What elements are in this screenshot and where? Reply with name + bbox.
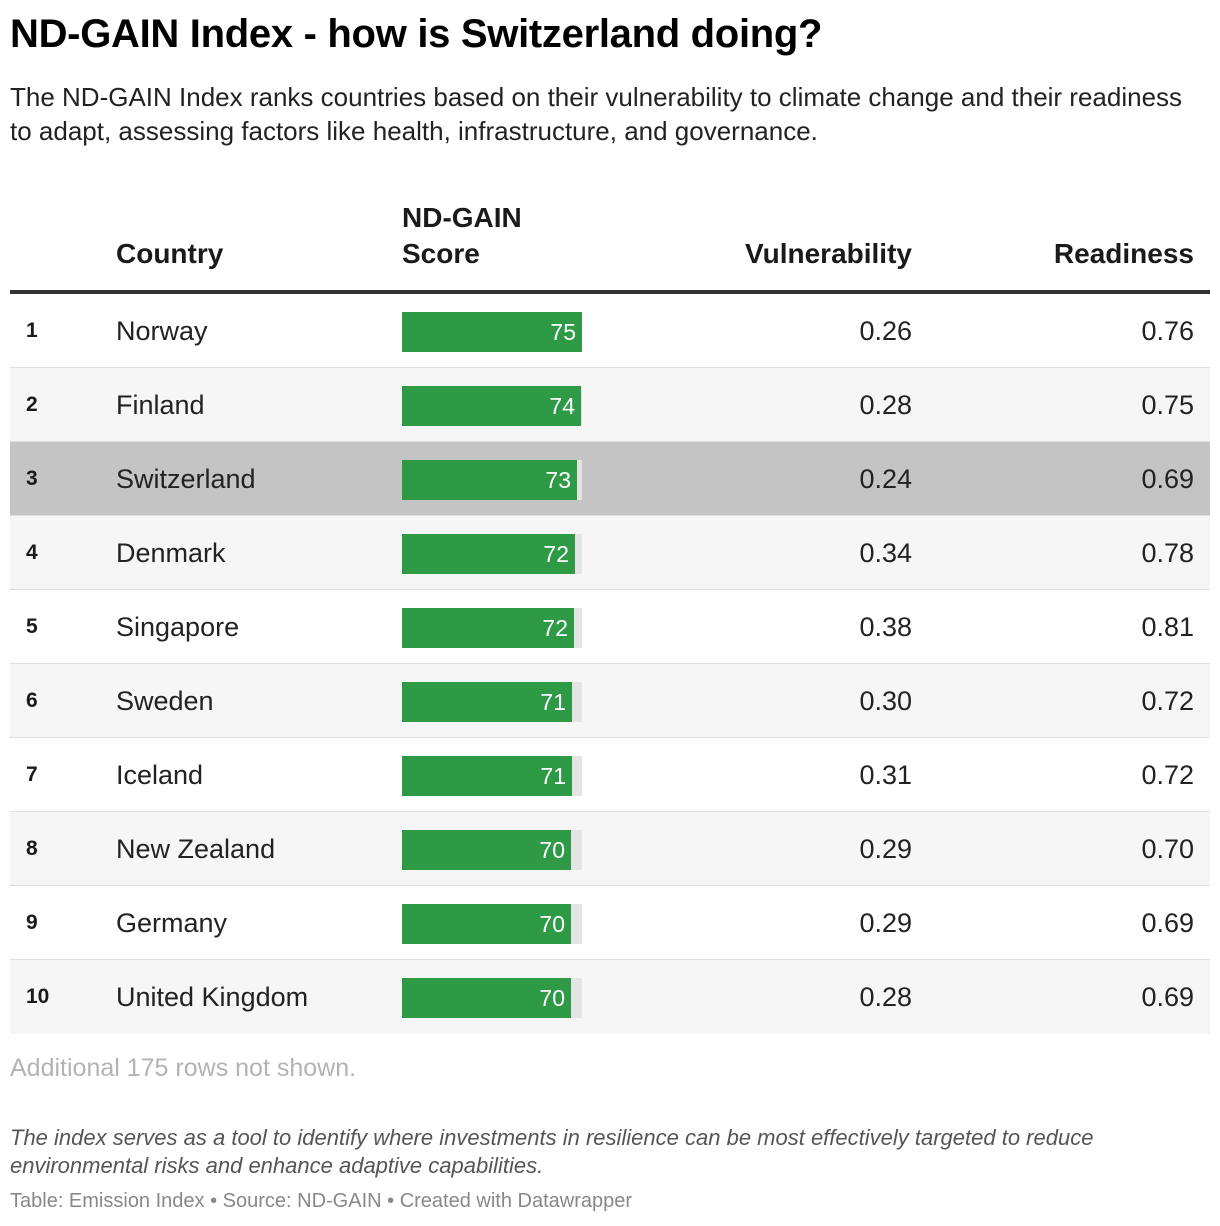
country-cell: Denmark (116, 538, 226, 568)
chart-subtitle: The ND-GAIN Index ranks countries based … (10, 82, 1183, 146)
score-bar: 71 (402, 682, 572, 722)
table-header: Country ND-GAIN Score Vulnerability Read… (10, 200, 1210, 294)
score-bar-label: 72 (542, 615, 568, 641)
score-bar-track: 73 (402, 460, 582, 500)
readiness-cell: 0.81 (1141, 612, 1194, 642)
column-header-score-line2: Score (402, 238, 480, 269)
table-row: 4 Denmark 72 0.34 0.78 (10, 516, 1210, 590)
readiness-cell: 0.69 (1141, 982, 1194, 1012)
country-cell: Finland (116, 390, 205, 420)
column-header-readiness[interactable]: Readiness (1053, 238, 1194, 269)
column-header-score[interactable]: ND-GAIN Score (402, 200, 522, 272)
country-cell: New Zealand (116, 834, 276, 864)
score-bar-track: 70 (402, 830, 582, 870)
vulnerability-cell: 0.29 (859, 908, 912, 938)
score-bar-track: 72 (402, 534, 582, 574)
chart-footer: Table: Emission Index • Source: ND-GAIN … (10, 1190, 633, 1212)
readiness-cell: 0.76 (1141, 316, 1194, 346)
table-row: 10 United Kingdom 70 0.28 0.69 (10, 960, 1210, 1034)
column-header-vulnerability[interactable]: Vulnerability (744, 238, 912, 269)
rank-cell: 8 (26, 837, 38, 860)
country-cell: Sweden (116, 686, 214, 716)
readiness-cell: 0.72 (1141, 760, 1194, 790)
vulnerability-cell: 0.24 (859, 464, 912, 494)
rank-cell: 10 (26, 985, 50, 1008)
column-header-country[interactable]: Country (116, 238, 224, 269)
score-bar-track: 71 (402, 756, 582, 796)
rank-cell: 1 (26, 319, 38, 342)
score-bar-track: 72 (402, 608, 582, 648)
score-bar-label: 73 (545, 467, 571, 493)
column-header-score-line1: ND-GAIN (402, 202, 522, 233)
country-cell: Germany (116, 908, 228, 938)
country-cell: United Kingdom (116, 982, 309, 1012)
score-bar-track: 74 (402, 386, 582, 426)
score-bar: 73 (402, 460, 577, 500)
score-bar: 74 (402, 386, 581, 426)
chart-notes: The index serves as a tool to identify w… (10, 1125, 1094, 1178)
data-table: Country ND-GAIN Score Vulnerability Read… (10, 200, 1210, 1034)
score-bar-label: 71 (540, 689, 566, 715)
chart-title: ND-GAIN Index - how is Switzerland doing… (10, 12, 823, 56)
rank-cell: 4 (26, 541, 38, 564)
score-bar: 75 (402, 312, 582, 352)
vulnerability-cell: 0.30 (859, 686, 912, 716)
score-bar: 70 (402, 978, 571, 1018)
rank-cell: 7 (26, 763, 38, 786)
readiness-cell: 0.69 (1141, 464, 1194, 494)
readiness-cell: 0.70 (1141, 834, 1194, 864)
score-bar-track: 70 (402, 904, 582, 944)
score-bar: 70 (402, 830, 571, 870)
score-bar-label: 75 (550, 319, 576, 345)
score-bar-label: 71 (540, 763, 566, 789)
rank-cell: 9 (26, 911, 38, 934)
score-bar-label: 70 (539, 911, 565, 937)
readiness-cell: 0.75 (1141, 390, 1194, 420)
table-row: 2 Finland 74 0.28 0.75 (10, 368, 1210, 442)
country-cell: Singapore (116, 612, 240, 642)
score-bar-track: 75 (402, 312, 582, 352)
score-bar-label: 72 (543, 541, 569, 567)
rank-cell: 5 (26, 615, 38, 638)
rank-cell: 6 (26, 689, 38, 712)
rows-not-shown-note: Additional 175 rows not shown. (10, 1054, 357, 1082)
table-row: 5 Singapore 72 0.38 0.81 (10, 590, 1210, 664)
rank-cell: 3 (26, 467, 38, 490)
vulnerability-cell: 0.34 (859, 538, 912, 568)
vulnerability-cell: 0.28 (859, 390, 912, 420)
table-row: 1 Norway 75 0.26 0.76 (10, 294, 1210, 368)
vulnerability-cell: 0.31 (859, 760, 912, 790)
country-cell: Norway (116, 316, 208, 346)
vulnerability-cell: 0.29 (859, 834, 912, 864)
score-bar: 72 (402, 608, 574, 648)
score-bar-track: 70 (402, 978, 582, 1018)
table-row: 3 Switzerland 73 0.24 0.69 (10, 442, 1210, 516)
score-bar: 71 (402, 756, 572, 796)
vulnerability-cell: 0.38 (859, 612, 912, 642)
readiness-cell: 0.69 (1141, 908, 1194, 938)
score-bar-label: 70 (539, 837, 565, 863)
vulnerability-cell: 0.28 (859, 982, 912, 1012)
score-bar-label: 74 (549, 393, 575, 419)
country-cell: Iceland (116, 760, 204, 790)
score-bar-track: 71 (402, 682, 582, 722)
score-bar: 70 (402, 904, 571, 944)
vulnerability-cell: 0.26 (859, 316, 912, 346)
country-cell: Switzerland (116, 464, 256, 494)
table-body: 1 Norway 75 0.26 0.76 2 Finland 74 0.28 0.75 3 Swit… (10, 294, 1210, 1034)
readiness-cell: 0.78 (1141, 538, 1194, 568)
table-row: 8 New Zealand 70 0.29 0.70 (10, 812, 1210, 886)
score-bar: 72 (402, 534, 575, 574)
table-row: 9 Germany 70 0.29 0.69 (10, 886, 1210, 960)
readiness-cell: 0.72 (1141, 686, 1194, 716)
table-row: 7 Iceland 71 0.31 0.72 (10, 738, 1210, 812)
rank-cell: 2 (26, 393, 38, 416)
table-row: 6 Sweden 71 0.30 0.72 (10, 664, 1210, 738)
score-bar-label: 70 (539, 985, 565, 1011)
